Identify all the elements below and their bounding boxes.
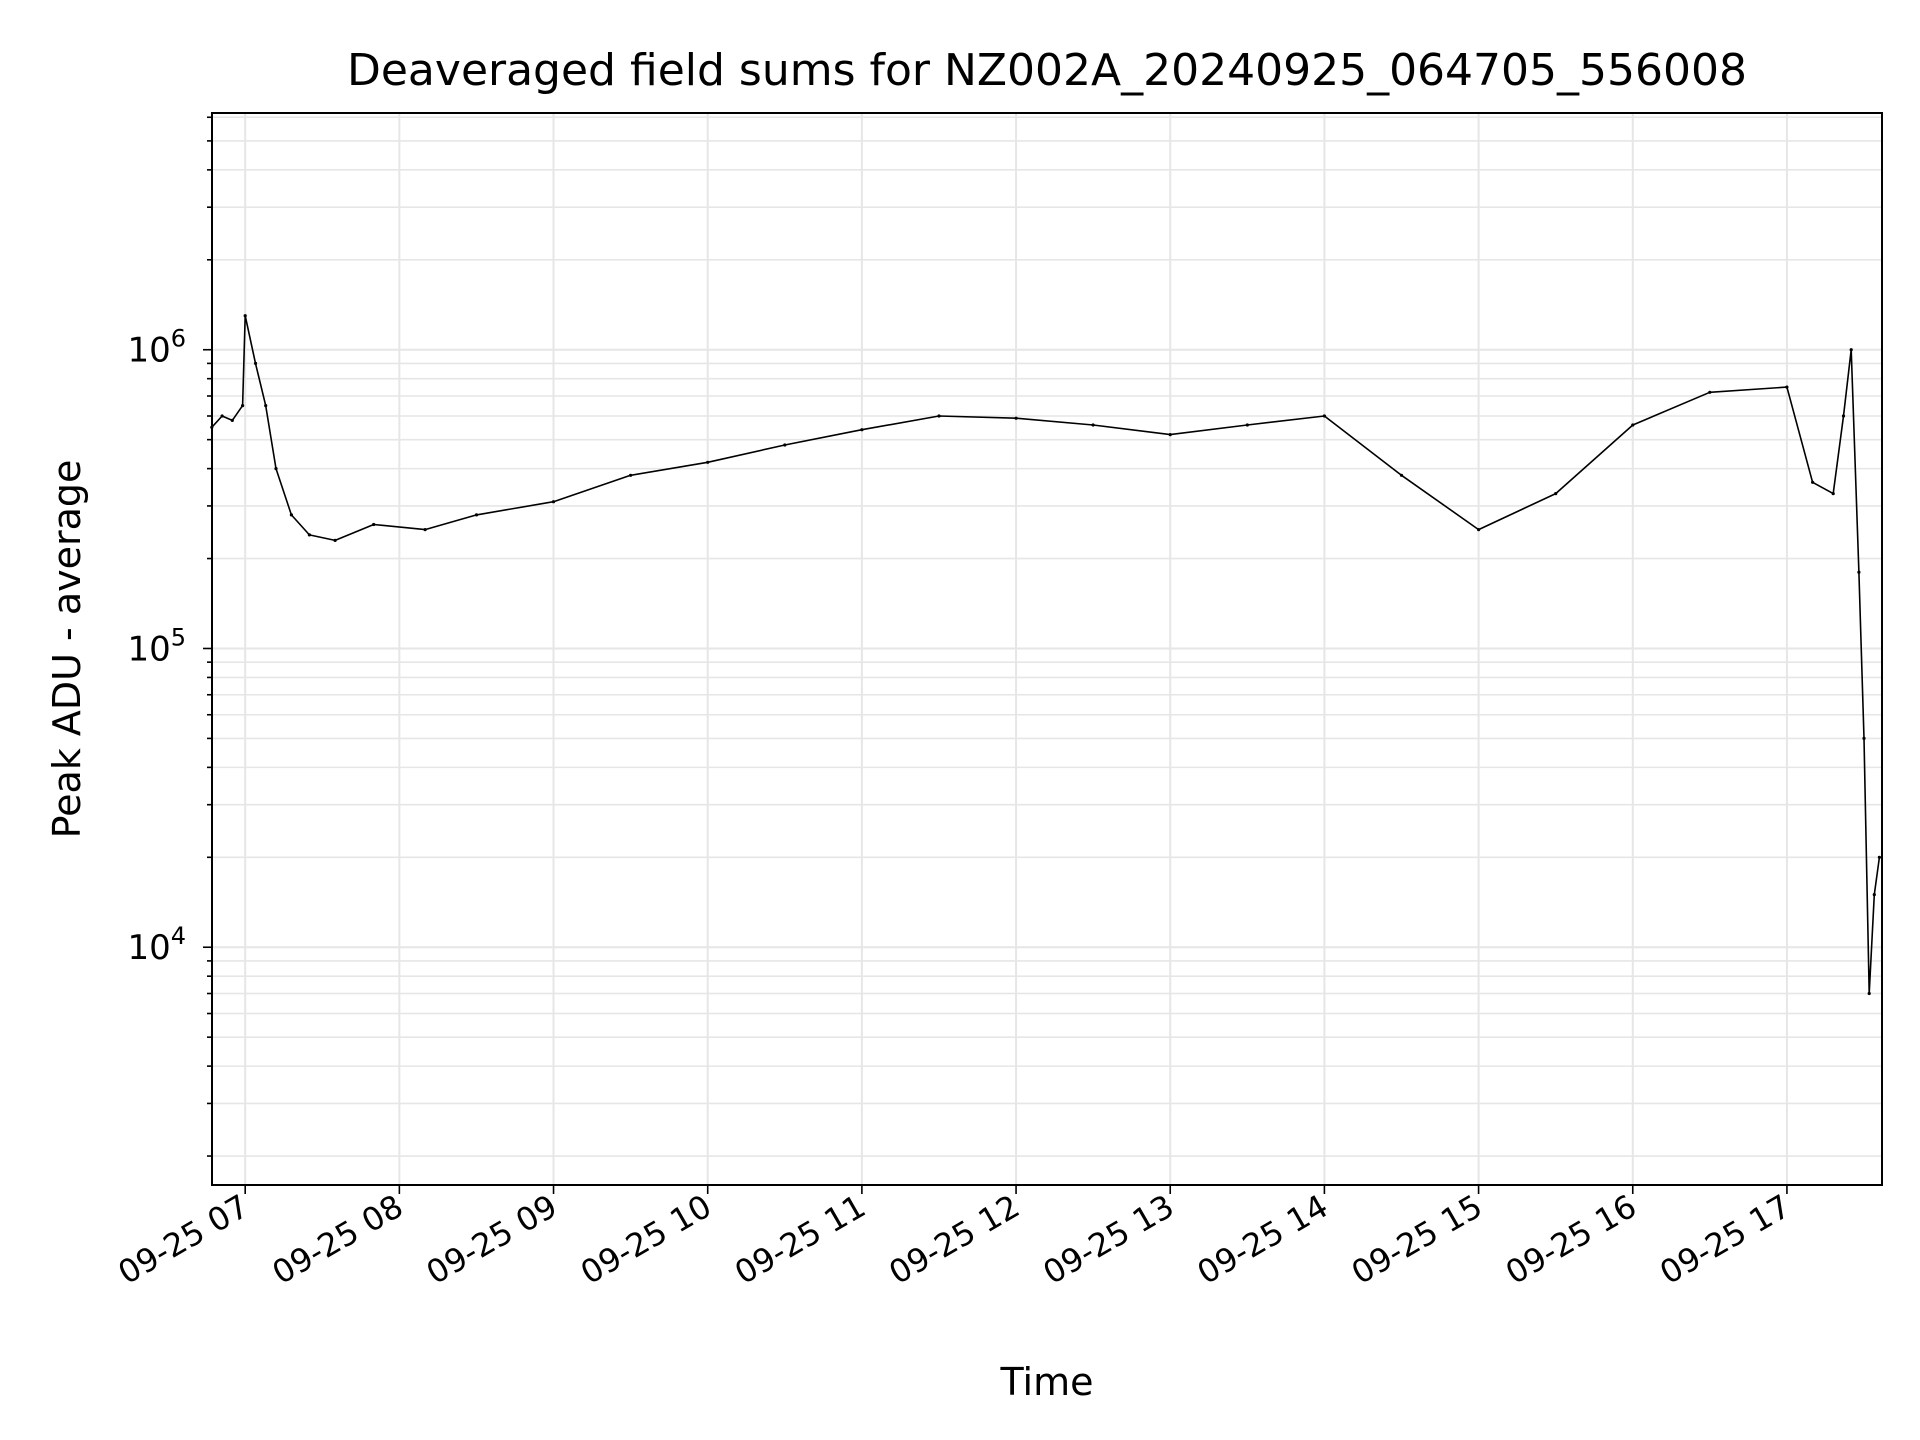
data-point (1841, 414, 1846, 418)
data-point (1014, 416, 1018, 420)
y-tick-label: 104 (127, 922, 186, 968)
data-point (230, 418, 234, 422)
data-point (1862, 736, 1866, 741)
series-line (211, 314, 1881, 995)
y-tick-label: 105 (127, 623, 186, 669)
data-point (423, 528, 427, 532)
data-point (474, 513, 479, 517)
chart-title: Deaveraged field sums for NZ002A_2024092… (347, 45, 1747, 96)
data-point (1785, 385, 1789, 389)
data-point (241, 404, 245, 408)
data-point (783, 443, 787, 447)
data-point (1631, 423, 1635, 427)
data-point (1867, 991, 1871, 996)
data-point (1831, 492, 1835, 496)
data-point (1477, 528, 1481, 532)
data-point (333, 538, 337, 543)
data-point (1811, 480, 1815, 484)
data-point (372, 522, 376, 527)
y-axis-label: Peak ADU - average (45, 460, 89, 839)
data-point (1245, 423, 1249, 427)
data-point (243, 314, 247, 318)
data-point (860, 428, 864, 432)
data-point (1872, 893, 1876, 897)
data-point (264, 404, 268, 408)
data-point (1091, 423, 1095, 427)
data-point (220, 414, 224, 418)
data-point (1849, 348, 1853, 352)
data-point (289, 513, 293, 517)
data-point (937, 414, 941, 418)
plot-area (210, 314, 1881, 996)
grid (212, 113, 1882, 1185)
data-point (706, 460, 710, 464)
data-point (253, 361, 258, 365)
data-point (1322, 414, 1326, 418)
data-point (1877, 855, 1881, 859)
data-point (551, 500, 556, 504)
data-point (1168, 433, 1172, 437)
data-point (1399, 473, 1404, 477)
data-point (1708, 390, 1712, 394)
data-point (307, 533, 311, 537)
data-point (1857, 570, 1861, 574)
y-tick-label: 106 (127, 325, 186, 371)
data-point (274, 467, 278, 471)
data-point (629, 473, 633, 477)
x-axis-label: Time (1000, 1360, 1094, 1404)
data-point (1554, 492, 1558, 496)
